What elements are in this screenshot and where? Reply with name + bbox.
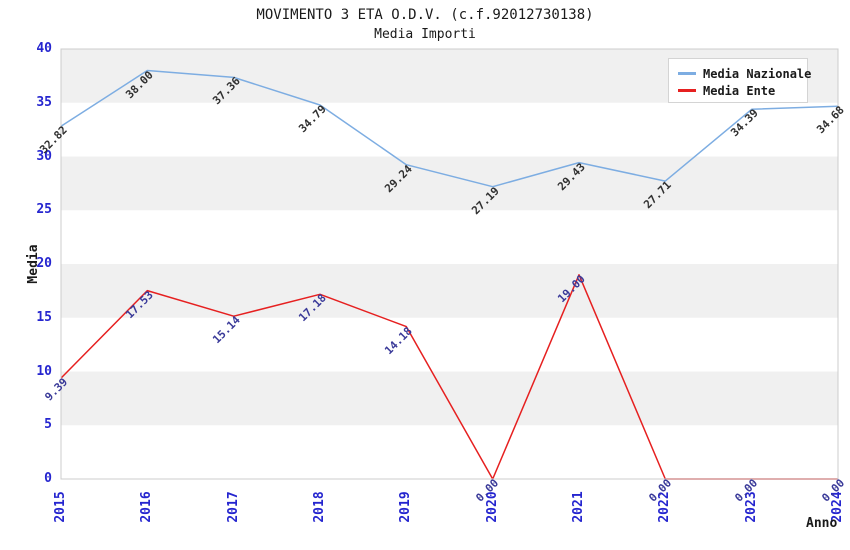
plot-band: [61, 156, 838, 211]
chart-title: MOVIMENTO 3 ETA O.D.V. (c.f.92012730138): [256, 7, 594, 23]
legend-label-media-nazionale: Media Nazionale: [703, 66, 812, 81]
legend-swatch-media-ente: [678, 89, 696, 92]
plot-band: [61, 371, 838, 426]
legend-item-media-nazionale: Media Nazionale: [678, 65, 811, 82]
chart-subtitle: Media Importi: [374, 27, 476, 42]
plot-border: [60, 48, 839, 480]
legend-item-media-ente: Media Ente: [678, 82, 807, 99]
legend-swatch-media-nazionale: [678, 72, 696, 75]
legend-label-media-ente: Media Ente: [703, 83, 776, 98]
legend: Media Nazionale Media Ente: [668, 58, 811, 103]
line-media-nazionale: [60, 69, 839, 188]
plot-band: [61, 264, 838, 318]
